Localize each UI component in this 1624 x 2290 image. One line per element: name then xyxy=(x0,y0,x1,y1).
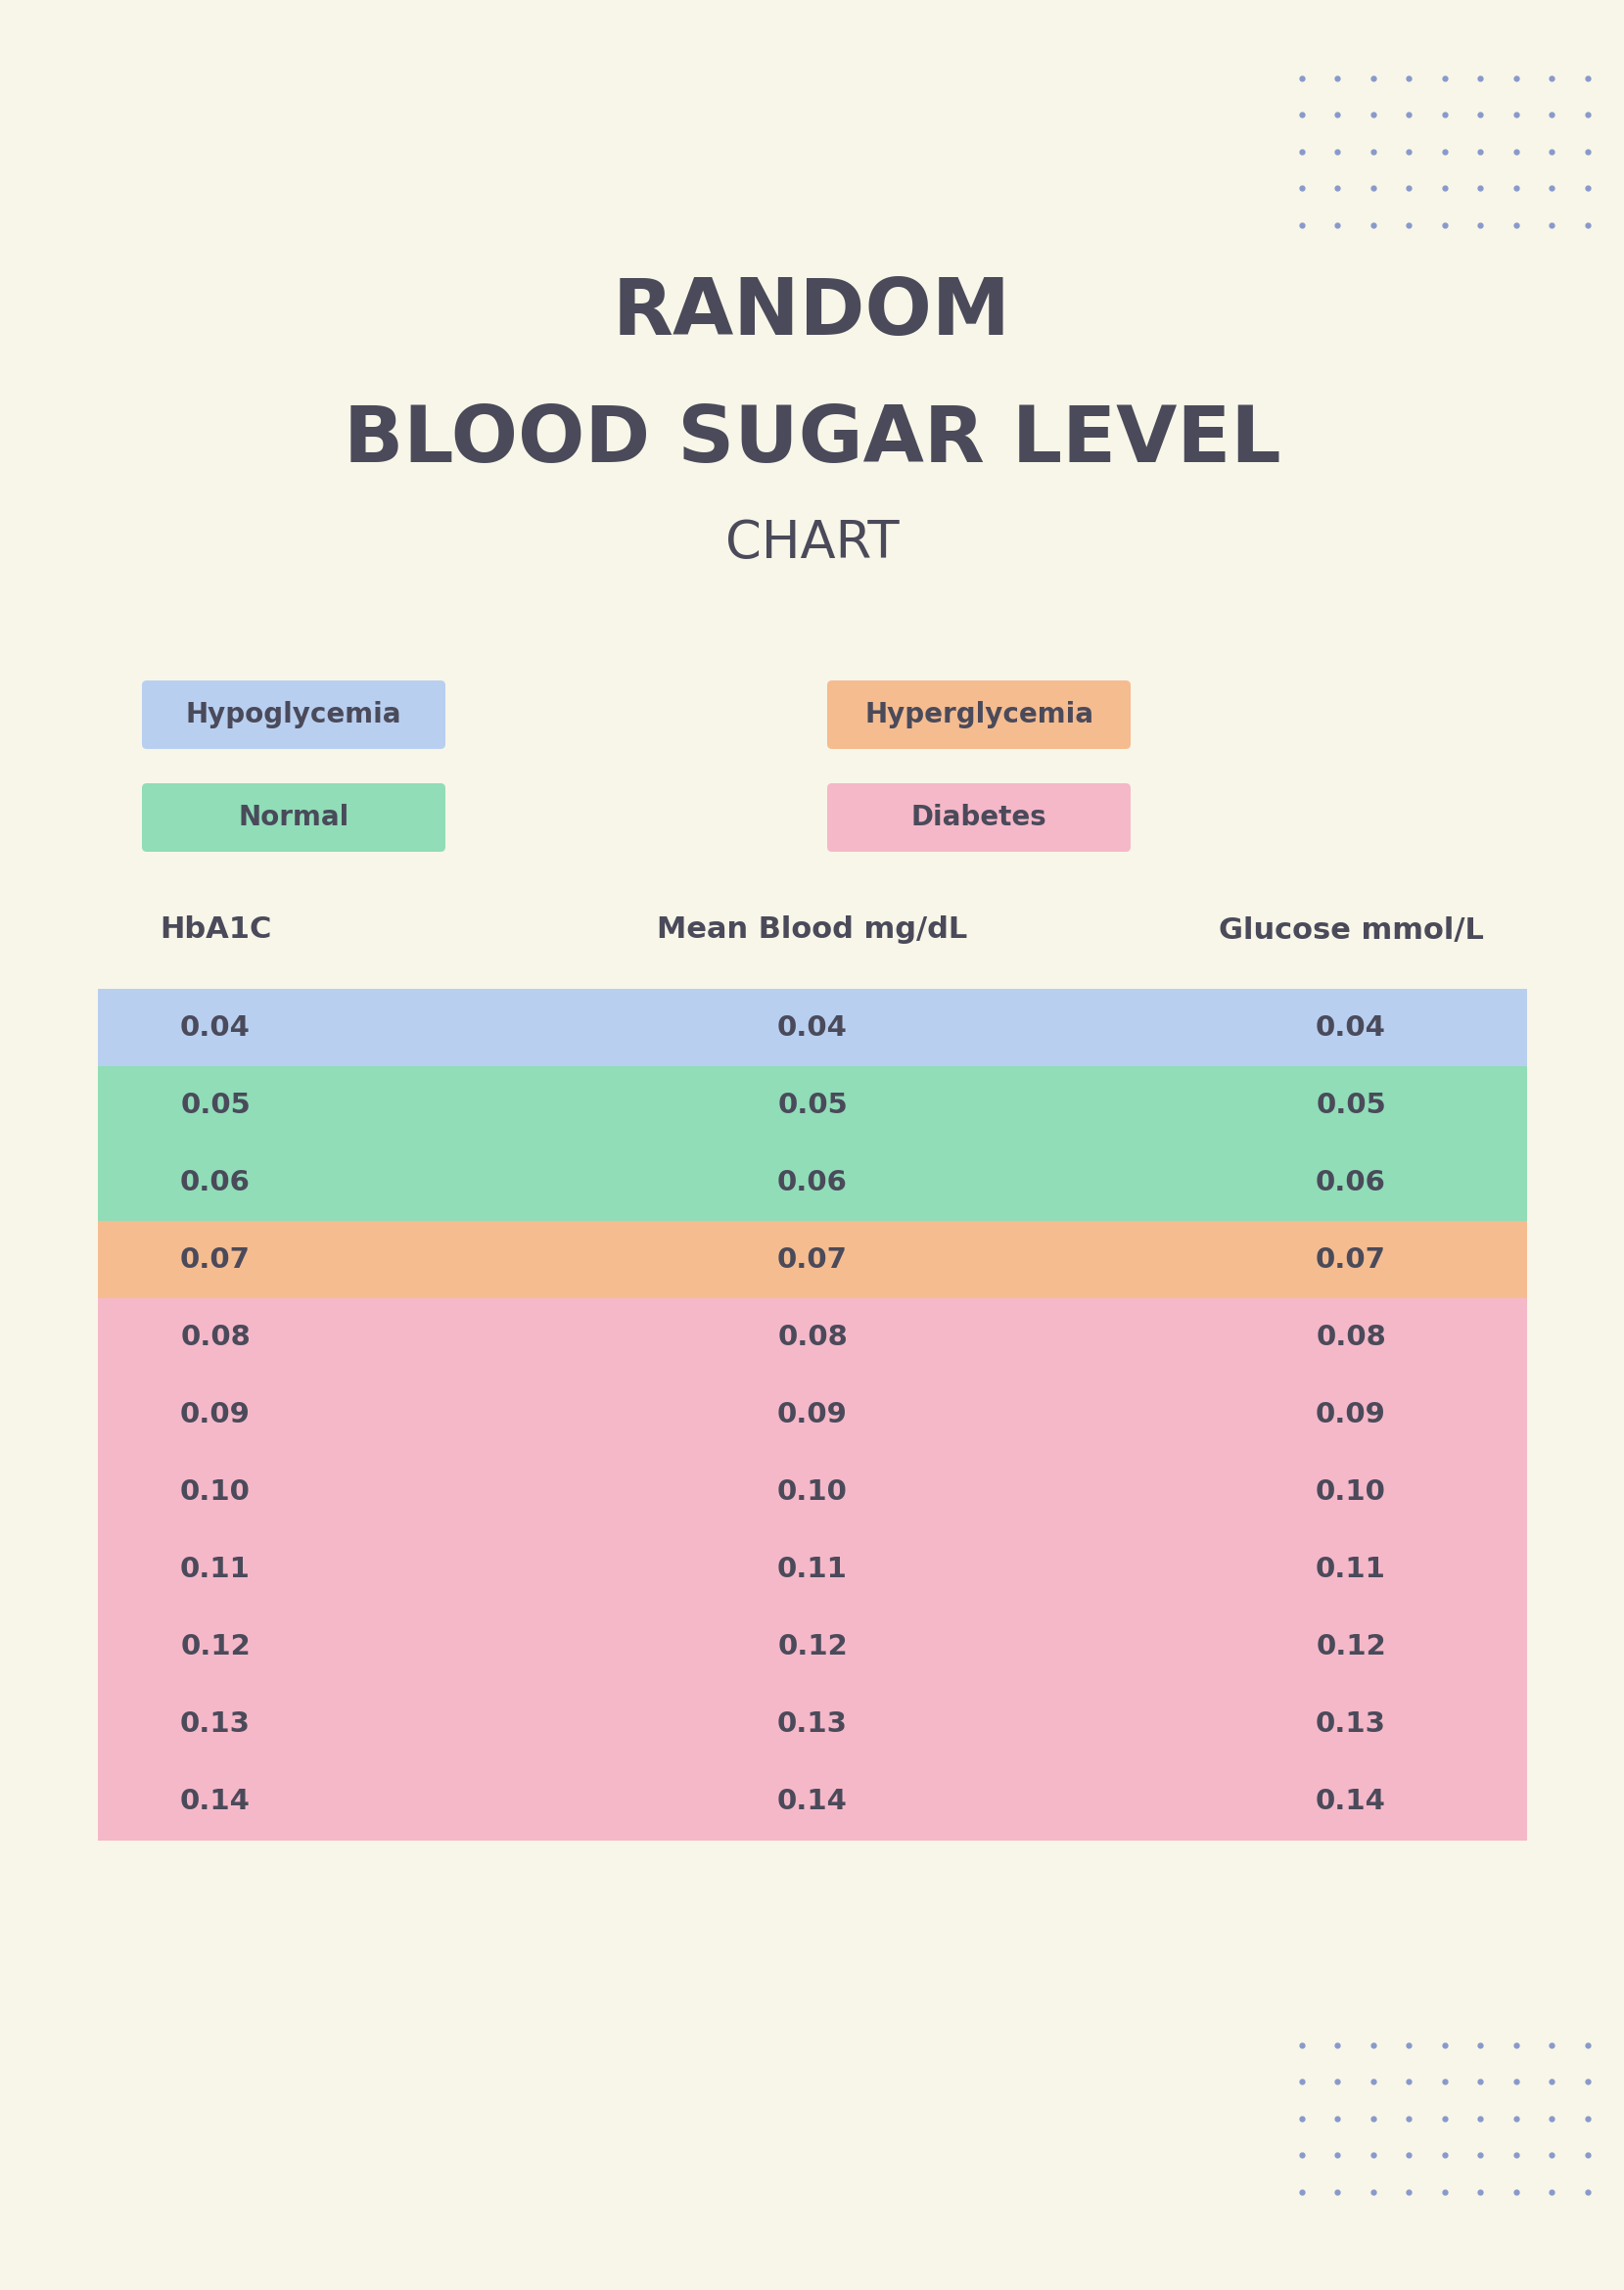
Text: Mean Blood mg/dL: Mean Blood mg/dL xyxy=(658,916,968,943)
FancyBboxPatch shape xyxy=(97,1143,1527,1221)
Text: 0.04: 0.04 xyxy=(1315,1014,1385,1042)
FancyBboxPatch shape xyxy=(97,1067,1527,1143)
Text: 0.14: 0.14 xyxy=(778,1788,848,1816)
Text: 0.10: 0.10 xyxy=(180,1479,250,1507)
Text: 0.13: 0.13 xyxy=(778,1711,848,1738)
FancyBboxPatch shape xyxy=(97,989,1527,1067)
Text: 0.11: 0.11 xyxy=(180,1555,250,1582)
Text: 0.12: 0.12 xyxy=(1315,1633,1385,1660)
Text: Diabetes: Diabetes xyxy=(911,804,1047,831)
Text: 0.04: 0.04 xyxy=(778,1014,848,1042)
Text: 0.09: 0.09 xyxy=(180,1401,250,1429)
Text: Glucose mmol/L: Glucose mmol/L xyxy=(1218,916,1483,943)
FancyBboxPatch shape xyxy=(141,680,445,749)
Text: RANDOM: RANDOM xyxy=(612,275,1012,350)
Text: 0.10: 0.10 xyxy=(778,1479,848,1507)
FancyBboxPatch shape xyxy=(97,1763,1527,1841)
Text: 0.06: 0.06 xyxy=(1315,1168,1385,1195)
Text: 0.05: 0.05 xyxy=(778,1092,848,1120)
FancyBboxPatch shape xyxy=(141,783,445,852)
Text: 0.14: 0.14 xyxy=(180,1788,250,1816)
Text: 0.08: 0.08 xyxy=(778,1324,848,1351)
Text: 0.09: 0.09 xyxy=(778,1401,848,1429)
Text: 0.11: 0.11 xyxy=(778,1555,848,1582)
Text: 0.09: 0.09 xyxy=(1315,1401,1385,1429)
FancyBboxPatch shape xyxy=(97,1685,1527,1763)
FancyBboxPatch shape xyxy=(97,1608,1527,1685)
Text: 0.13: 0.13 xyxy=(180,1711,250,1738)
FancyBboxPatch shape xyxy=(827,680,1130,749)
Text: 0.06: 0.06 xyxy=(180,1168,250,1195)
Text: BLOOD SUGAR LEVEL: BLOOD SUGAR LEVEL xyxy=(343,403,1281,479)
Text: 0.07: 0.07 xyxy=(1315,1246,1387,1273)
FancyBboxPatch shape xyxy=(97,1221,1527,1298)
Text: 0.10: 0.10 xyxy=(1315,1479,1385,1507)
Text: Hypoglycemia: Hypoglycemia xyxy=(185,701,401,728)
FancyBboxPatch shape xyxy=(97,1376,1527,1454)
Text: 0.12: 0.12 xyxy=(778,1633,848,1660)
Text: Normal: Normal xyxy=(239,804,349,831)
Text: HbA1C: HbA1C xyxy=(159,916,271,943)
FancyBboxPatch shape xyxy=(97,1298,1527,1376)
FancyBboxPatch shape xyxy=(97,1532,1527,1608)
FancyBboxPatch shape xyxy=(97,1454,1527,1532)
Text: 0.08: 0.08 xyxy=(180,1324,250,1351)
Text: 0.06: 0.06 xyxy=(778,1168,848,1195)
Text: 0.05: 0.05 xyxy=(180,1092,250,1120)
Text: Hyperglycemia: Hyperglycemia xyxy=(864,701,1093,728)
Text: 0.11: 0.11 xyxy=(1315,1555,1385,1582)
Text: 0.08: 0.08 xyxy=(1315,1324,1385,1351)
Text: 0.13: 0.13 xyxy=(1315,1711,1387,1738)
Text: 0.07: 0.07 xyxy=(180,1246,250,1273)
Text: 0.04: 0.04 xyxy=(180,1014,250,1042)
Text: 0.12: 0.12 xyxy=(180,1633,250,1660)
FancyBboxPatch shape xyxy=(827,783,1130,852)
Text: CHART: CHART xyxy=(724,518,900,568)
Text: 0.14: 0.14 xyxy=(1315,1788,1385,1816)
Text: 0.05: 0.05 xyxy=(1315,1092,1385,1120)
Text: 0.07: 0.07 xyxy=(778,1246,848,1273)
